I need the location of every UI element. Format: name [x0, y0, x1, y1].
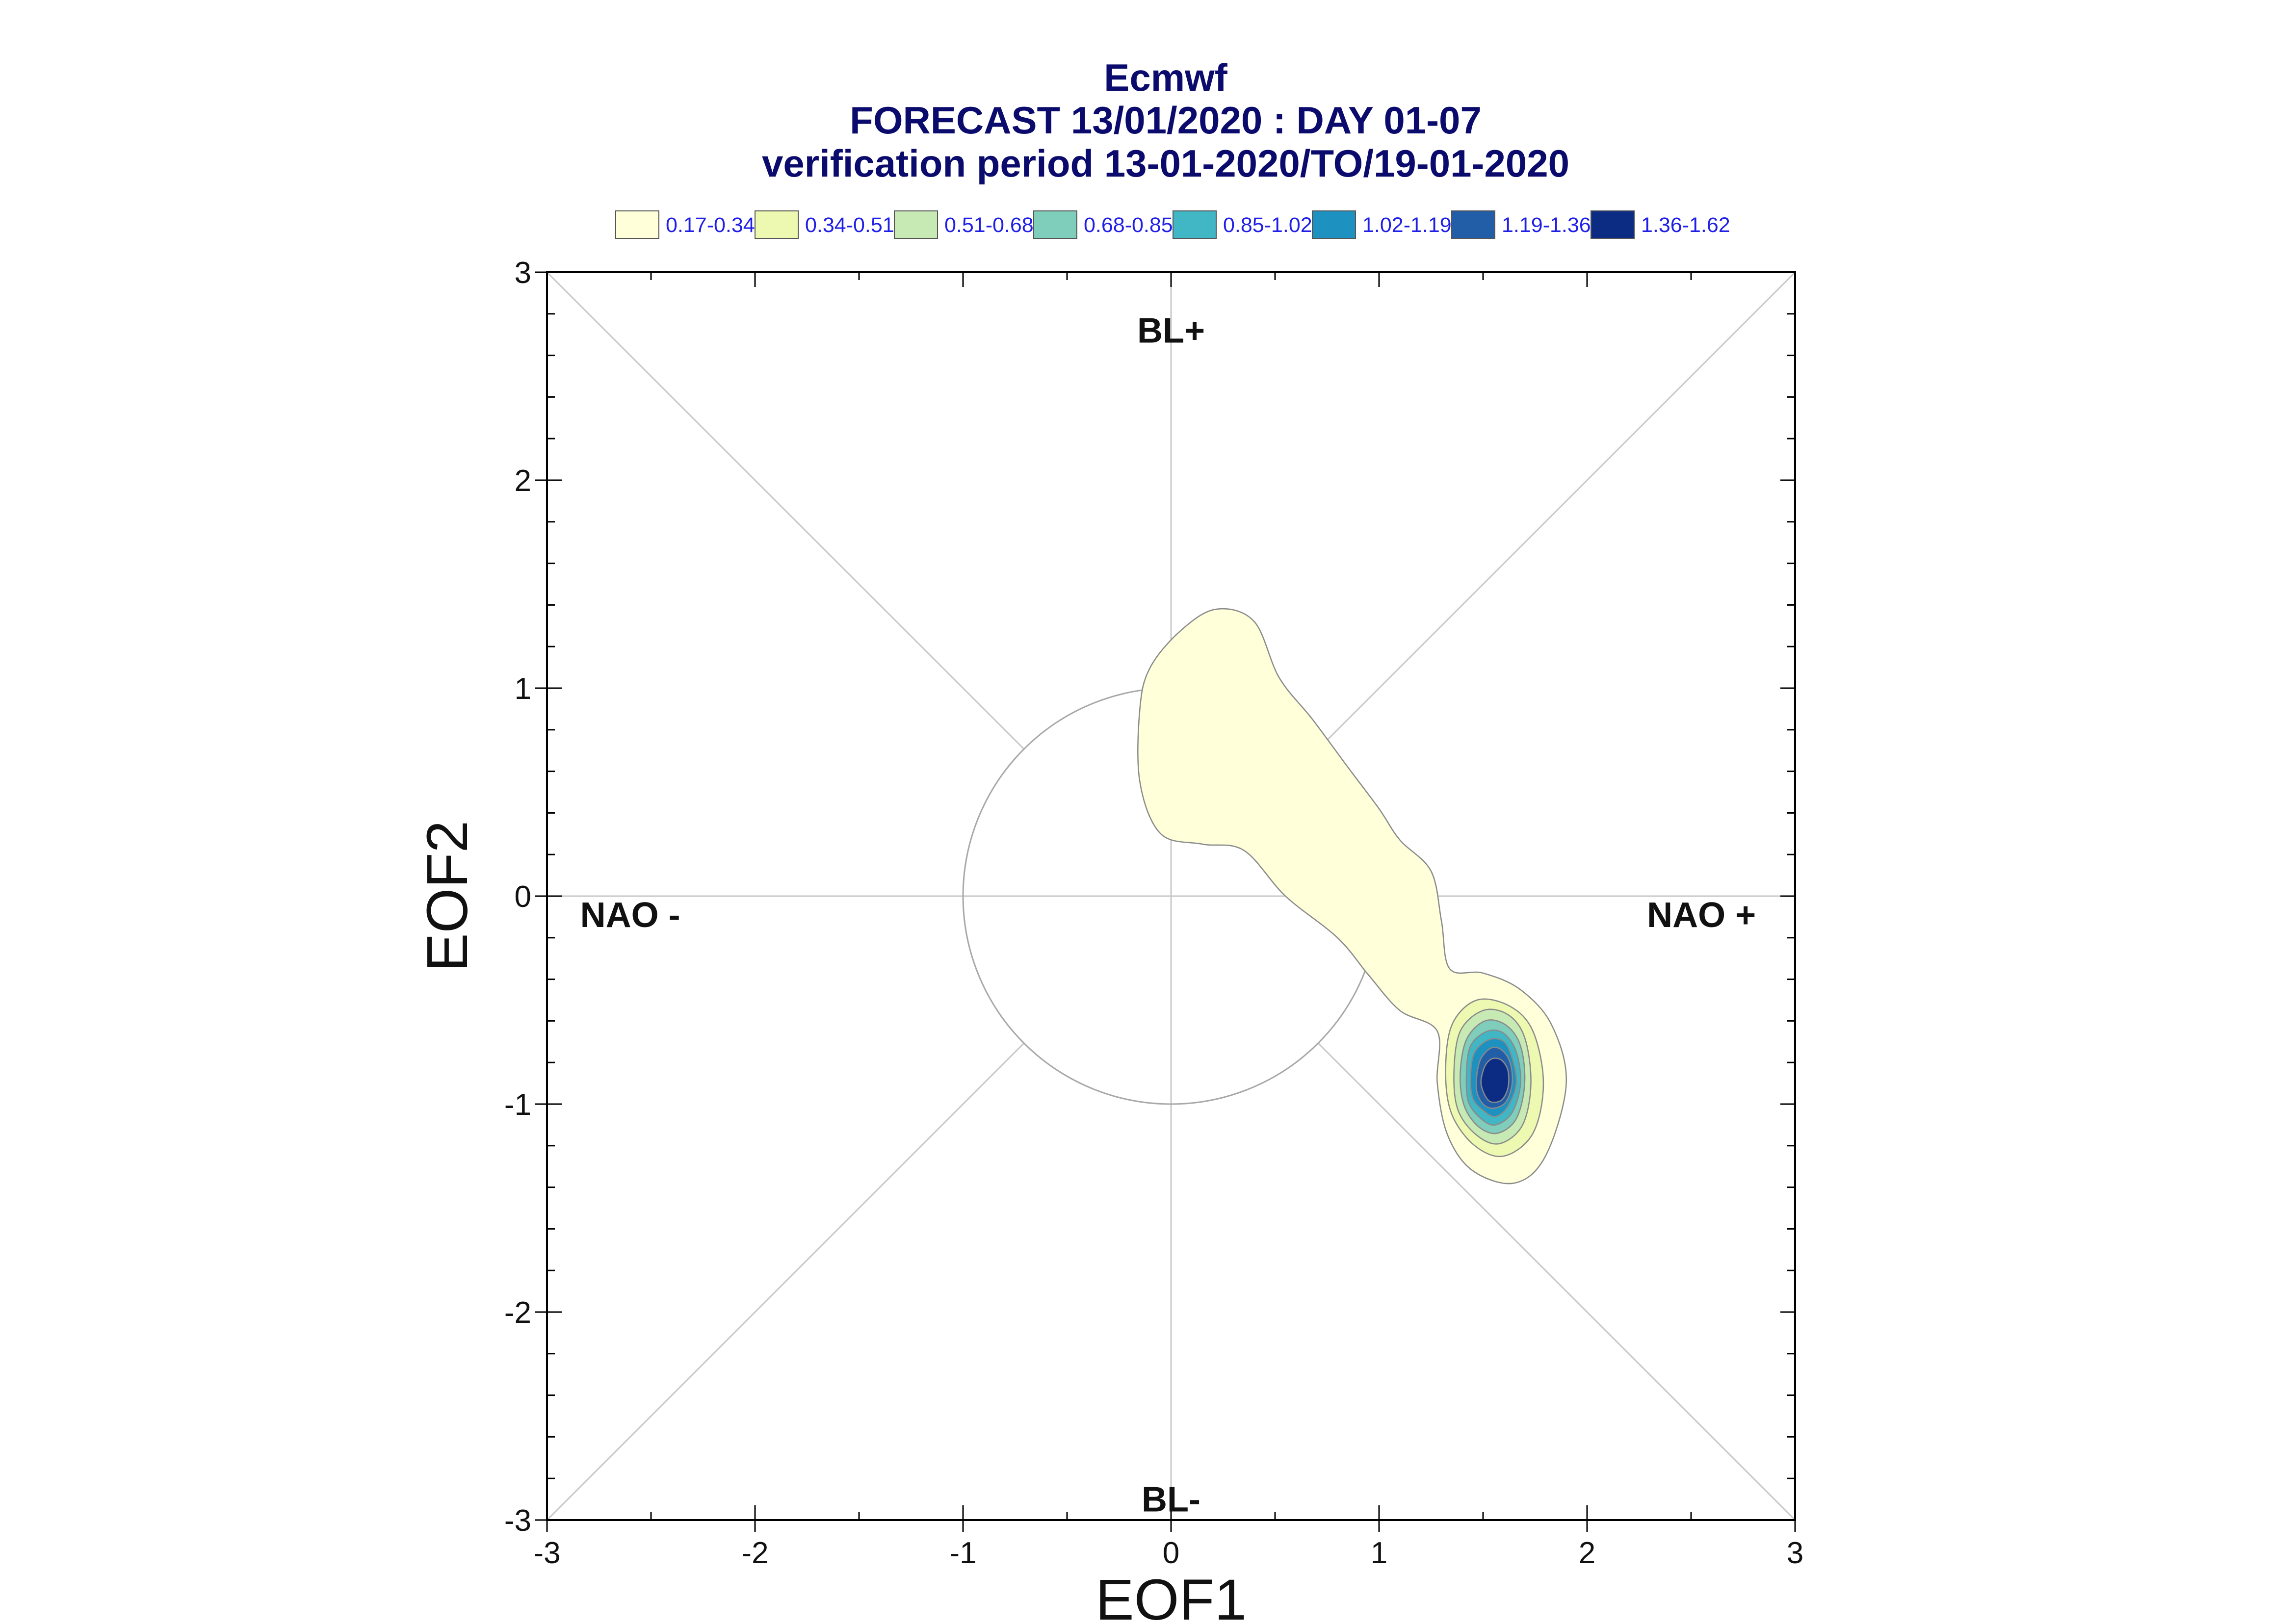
- legend-swatch-0: [615, 210, 659, 239]
- diagonal-sw: [546, 1042, 1025, 1521]
- legend-label-3: 0.68-0.85: [1084, 213, 1173, 237]
- diagonal-ne: [1317, 271, 1796, 750]
- x-tick-label: -1: [949, 1536, 976, 1570]
- region-label-3: NAO +: [1647, 896, 1756, 935]
- region-label-2: NAO -: [580, 896, 680, 935]
- y-tick-label: 2: [515, 464, 531, 498]
- y-axis-title: EOF2: [415, 821, 480, 972]
- legend-label-7: 1.36-1.62: [1641, 213, 1730, 237]
- x-tick-label: -2: [741, 1536, 768, 1570]
- legend-label-0: 0.17-0.34: [666, 213, 755, 237]
- region-label-1: BL-: [1142, 1480, 1200, 1520]
- legend-label-4: 0.85-1.02: [1223, 213, 1312, 237]
- title-line-3: verification period 13-01-2020/TO/19-01-…: [762, 142, 1569, 185]
- y-tick-label: -1: [504, 1088, 531, 1122]
- legend-swatch-4: [1173, 210, 1217, 239]
- title-line-2: FORECAST 13/01/2020 : DAY 01-07: [850, 99, 1482, 142]
- legend-swatch-7: [1591, 210, 1635, 239]
- title-line-1: Ecmwf: [1104, 56, 1227, 99]
- y-tick-label: -3: [504, 1504, 531, 1538]
- chart-title: Ecmwf FORECAST 13/01/2020 : DAY 01-07 ve…: [762, 56, 1569, 185]
- x-tick-label: -3: [533, 1536, 560, 1570]
- x-tick-label: 3: [1787, 1536, 1803, 1570]
- legend-label-2: 0.51-0.68: [944, 213, 1034, 237]
- legend-swatch-1: [755, 210, 799, 239]
- legend: 0.17-0.34 0.34-0.51 0.51-0.68 0.68-0.85 0.85…: [615, 210, 1730, 239]
- x-tick-label: 1: [1371, 1536, 1387, 1570]
- legend-swatch-6: [1451, 210, 1495, 239]
- legend-swatch-3: [1033, 210, 1077, 239]
- legend-swatch-5: [1312, 210, 1356, 239]
- region-labels: BL+ BL- NAO - NAO +: [580, 311, 1756, 1520]
- x-tick-label: 2: [1579, 1536, 1595, 1570]
- contour-level-7: [1480, 1057, 1510, 1103]
- x-tick-label: 0: [1163, 1536, 1179, 1570]
- axis-ticks: -3 -2 -1 0 1 2 3 -3 -2 -1 0 1 2 3: [504, 256, 1803, 1570]
- reference-lines: [546, 271, 1796, 1521]
- legend-label-5: 1.02-1.19: [1362, 213, 1452, 237]
- x-axis-title: EOF1: [1095, 1568, 1247, 1624]
- diagonal-se: [1317, 1042, 1796, 1521]
- diagonal-nw: [546, 271, 1025, 750]
- y-tick-label: 3: [515, 256, 531, 290]
- y-tick-label: 0: [515, 880, 531, 914]
- legend-label-1: 0.34-0.51: [805, 213, 894, 237]
- plot-area: -3 -2 -1 0 1 2 3 -3 -2 -1 0 1 2 3 BL+ BL- NAO - NAO +: [504, 256, 1803, 1570]
- y-tick-label: 1: [515, 672, 531, 706]
- y-tick-label: -2: [504, 1296, 531, 1330]
- region-label-0: BL+: [1137, 311, 1205, 351]
- legend-swatch-2: [894, 210, 938, 239]
- density-contours: [1137, 608, 1567, 1185]
- legend-label-6: 1.19-1.36: [1502, 213, 1591, 237]
